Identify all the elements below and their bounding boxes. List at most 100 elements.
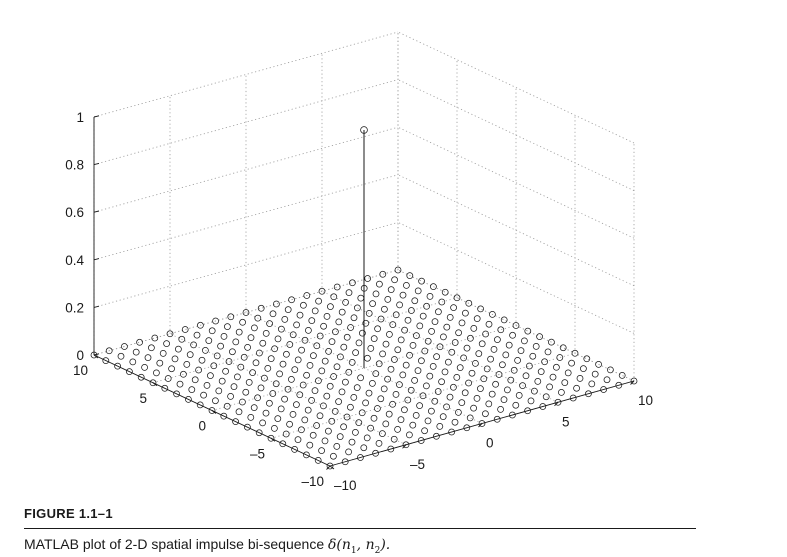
grid-line (93, 79, 399, 165)
stem-marker (359, 329, 366, 337)
stem-marker (203, 382, 211, 389)
tick-labels: 0 0.2 0.4 0.6 0.8 1 –10 –5 0 5 10 –10 –5 0 5 10 (65, 110, 653, 493)
stem-marker (477, 305, 484, 313)
stem-marker (321, 357, 329, 365)
stem-marker (335, 398, 342, 405)
stem-marker (342, 299, 349, 306)
stem-marker (411, 377, 418, 384)
stem-marker (477, 385, 484, 392)
stem-marker (338, 388, 346, 396)
stem-marker (429, 363, 437, 370)
x-tick-mark (630, 380, 635, 385)
stem-marker (303, 292, 311, 299)
stem-marker (380, 385, 388, 393)
stem-marker (250, 404, 258, 411)
stem-marker (377, 395, 385, 403)
stem-marker (299, 381, 307, 389)
stem-marker (196, 401, 204, 409)
stem-marker (249, 369, 256, 376)
stem-marker (242, 309, 250, 316)
stem-marker (428, 407, 435, 415)
stem-marker (431, 397, 439, 405)
stem-marker (453, 294, 461, 302)
stem-marker (218, 377, 226, 385)
stem-marker (394, 346, 402, 354)
stem-marker (423, 382, 430, 390)
stem-marker (387, 445, 395, 453)
stem-marker (345, 289, 353, 296)
stem-marker (220, 333, 228, 340)
x-tick-label: –10 (334, 478, 357, 493)
stem-marker (354, 304, 361, 312)
stem-marker (494, 336, 501, 343)
stem-marker (524, 327, 532, 335)
stem-marker (316, 412, 324, 420)
stem-marker (362, 399, 369, 407)
stem-marker (252, 359, 260, 367)
stem-marker (259, 339, 267, 347)
stem-marker (536, 333, 543, 340)
stem-marker (348, 438, 356, 446)
stem-marker (392, 391, 400, 398)
stem-marker (504, 386, 511, 394)
stem-marker (247, 334, 255, 341)
stem-marker (198, 356, 206, 364)
stem-marker (411, 297, 419, 305)
stem-marker (309, 431, 317, 439)
stem-marker (286, 420, 293, 428)
stem-marker (303, 371, 310, 379)
stem-marker (364, 354, 371, 362)
stem-marker (350, 314, 358, 322)
stem-marker (418, 357, 425, 365)
stem-marker (333, 443, 341, 450)
stem-markers (90, 126, 638, 470)
stem-marker (451, 339, 459, 346)
stem-marker (332, 328, 339, 336)
stem-marker (402, 441, 410, 449)
stem-marker (568, 359, 575, 367)
stem-marker (274, 415, 282, 422)
stem-marker (497, 406, 504, 413)
stem-marker (416, 402, 423, 409)
stem-marker (338, 308, 346, 316)
stem-marker (207, 372, 214, 379)
y-tick-mark (270, 437, 276, 442)
y-tick-mark (93, 354, 99, 359)
stem-marker (117, 352, 125, 360)
stem-marker (382, 340, 390, 348)
stem-marker (369, 380, 376, 387)
stem-marker (311, 307, 319, 315)
stem-marker (245, 379, 253, 386)
caption-text: MATLAB plot of 2-D spatial impulse bi-se… (24, 536, 325, 552)
stem-marker (348, 359, 356, 366)
stem-marker (205, 337, 213, 344)
stem-marker (239, 318, 246, 326)
stem-marker (224, 323, 231, 330)
stem-marker (607, 366, 614, 374)
stem-marker (352, 429, 359, 436)
stem-marker (630, 377, 638, 385)
stem-marker (426, 293, 434, 300)
grid-line (397, 174, 635, 287)
stem-marker (269, 310, 277, 318)
stem-marker (239, 398, 246, 406)
stem-marker (539, 403, 547, 410)
z-tick-mark (93, 210, 100, 213)
z-tick-label: 0.4 (65, 253, 84, 268)
stem-marker (306, 441, 314, 449)
stem-marker (526, 362, 533, 370)
grid-line (93, 126, 399, 213)
stem-marker (418, 277, 425, 285)
stem-marker (406, 351, 413, 359)
stem-marker (296, 391, 304, 399)
stem-marker (347, 403, 354, 411)
stem-marker (330, 452, 337, 460)
stem-marker (171, 355, 179, 363)
stem-marker (406, 272, 414, 279)
stem-marker (544, 348, 552, 356)
stem-marker (185, 396, 192, 403)
stem-marker (537, 368, 545, 375)
stem-marker (364, 275, 371, 282)
stem-marker (237, 363, 245, 371)
stem-marker (445, 358, 452, 366)
